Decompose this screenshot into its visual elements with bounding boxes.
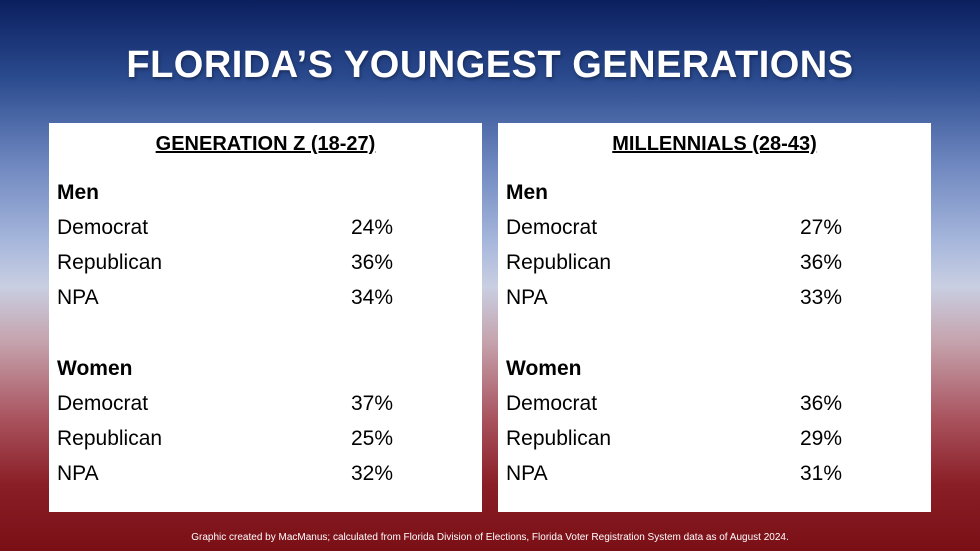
- percent-value: 24%: [350, 216, 393, 239]
- party-label: Democrat: [57, 216, 149, 239]
- women-heading: Women: [57, 357, 133, 380]
- slide-title: FLORIDA’S YOUNGEST GENERATIONS: [126, 44, 854, 86]
- table-row: NPA 31%: [506, 462, 842, 490]
- table-row: Democrat 37%: [57, 392, 393, 420]
- percent-value: 25%: [350, 427, 393, 450]
- percent-value: 36%: [799, 251, 842, 274]
- party-label: Democrat: [506, 216, 598, 239]
- source-footnote: Graphic created by MacManus; calculated …: [191, 532, 789, 543]
- table-row: NPA 33%: [506, 286, 842, 314]
- percent-value: 34%: [350, 286, 393, 309]
- party-label: NPA: [57, 286, 99, 309]
- generation-z-panel: GENERATION Z (18-27) Men Democrat 24% Re…: [49, 123, 482, 512]
- percent-value: 37%: [350, 392, 393, 415]
- panel-heading: GENERATION Z (18-27): [155, 133, 376, 155]
- table-row: Republican 29%: [506, 427, 842, 455]
- table-row: Democrat 36%: [506, 392, 842, 420]
- women-heading: Women: [506, 357, 582, 380]
- millennials-panel: MILLENNIALS (28-43) Men Democrat 27% Rep…: [498, 123, 931, 512]
- percent-value: 36%: [799, 392, 842, 415]
- percent-value: 36%: [350, 251, 393, 274]
- men-heading: Men: [57, 181, 99, 204]
- party-label: Republican: [506, 251, 612, 274]
- party-label: Republican: [57, 251, 163, 274]
- table-row: Republican 25%: [57, 427, 393, 455]
- percent-value: 27%: [799, 216, 842, 239]
- percent-value: 33%: [799, 286, 842, 309]
- party-label: NPA: [57, 462, 99, 485]
- men-heading: Men: [506, 181, 548, 204]
- party-label: Democrat: [57, 392, 149, 415]
- table-row: NPA 32%: [57, 462, 393, 490]
- percent-value: 32%: [350, 462, 393, 485]
- table-row: Democrat 24%: [57, 216, 393, 244]
- percent-value: 31%: [799, 462, 842, 485]
- table-row: Democrat 27%: [506, 216, 842, 244]
- party-label: Democrat: [506, 392, 598, 415]
- party-label: NPA: [506, 462, 548, 485]
- percent-value: 29%: [799, 427, 842, 450]
- party-label: Republican: [506, 427, 612, 450]
- party-label: NPA: [506, 286, 548, 309]
- table-row: Republican 36%: [506, 251, 842, 279]
- table-row: NPA 34%: [57, 286, 393, 314]
- panel-heading: MILLENNIALS (28-43): [612, 133, 817, 155]
- party-label: Republican: [57, 427, 163, 450]
- table-row: Republican 36%: [57, 251, 393, 279]
